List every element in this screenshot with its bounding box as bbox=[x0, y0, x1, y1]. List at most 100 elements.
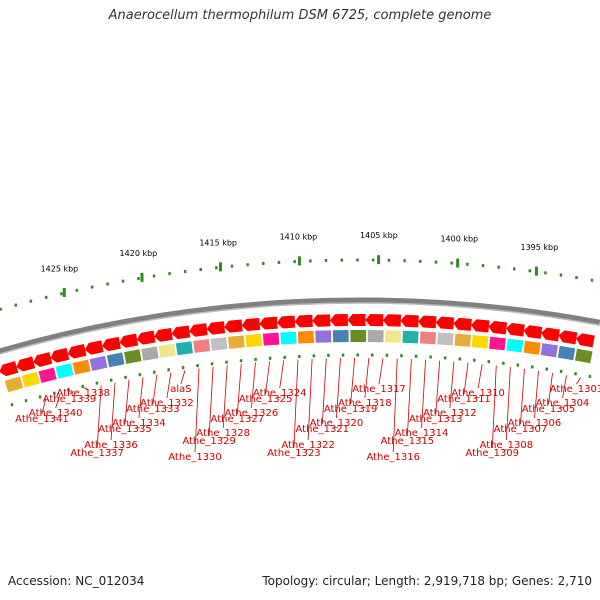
cog-block bbox=[38, 367, 57, 383]
gene-arrow bbox=[576, 333, 595, 348]
gene-label: Athe_1309 bbox=[466, 448, 520, 459]
gene-label: Athe_1327 bbox=[211, 414, 265, 425]
tick-dot bbox=[356, 258, 359, 262]
inner-tick bbox=[414, 354, 418, 358]
gene-label: Athe_1332 bbox=[140, 398, 194, 409]
inner-tick bbox=[138, 373, 142, 377]
inner-tick bbox=[95, 381, 99, 385]
gene-label: Athe_1323 bbox=[267, 448, 321, 459]
inner-tick bbox=[181, 366, 185, 370]
gene-arrow bbox=[312, 314, 331, 327]
gene-arrow bbox=[259, 316, 278, 330]
cog-block bbox=[471, 335, 489, 349]
leader-line bbox=[69, 391, 74, 395]
gene-arrow bbox=[206, 321, 226, 335]
inner-tick bbox=[124, 375, 127, 379]
tick-dot bbox=[497, 265, 500, 269]
tick-dot bbox=[559, 273, 563, 277]
cog-block bbox=[523, 340, 541, 355]
tick-dot bbox=[60, 292, 63, 296]
gene-label: Athe_1328 bbox=[196, 428, 250, 439]
scale-label: 1395 kbp bbox=[520, 243, 558, 252]
leader-line bbox=[138, 377, 144, 419]
tick-dot bbox=[371, 258, 375, 262]
major-tick bbox=[377, 255, 381, 265]
inner-tick bbox=[81, 384, 84, 388]
gene-label: Athe_1308 bbox=[480, 440, 534, 451]
leader-line bbox=[364, 357, 370, 399]
cog-block bbox=[574, 348, 593, 364]
tick-dot bbox=[512, 267, 516, 271]
gene-arrow bbox=[471, 319, 490, 333]
tick-dot bbox=[450, 261, 453, 265]
gene-label: Athe_1325 bbox=[239, 394, 293, 405]
cog-block bbox=[297, 330, 314, 344]
gene-label: Athe_1306 bbox=[508, 418, 562, 429]
tick-dot bbox=[434, 260, 438, 264]
cog-block bbox=[210, 337, 228, 351]
inner-tick bbox=[210, 362, 214, 366]
tick-dot bbox=[528, 269, 532, 273]
gene-label: Athe_1334 bbox=[112, 418, 166, 429]
leader-line bbox=[392, 358, 398, 453]
gene-label: Athe_1312 bbox=[423, 408, 477, 419]
inner-tick bbox=[196, 364, 199, 368]
leader-line bbox=[321, 358, 327, 425]
tick-dot bbox=[199, 268, 202, 272]
cog-block bbox=[385, 330, 402, 343]
tick-dot bbox=[75, 288, 79, 292]
major-tick bbox=[62, 288, 66, 298]
leader-line bbox=[336, 358, 341, 419]
gene-arrow bbox=[154, 327, 173, 342]
gene-label: Athe_1336 bbox=[84, 440, 138, 451]
inner-tick bbox=[109, 378, 113, 382]
gene-label: Athe_1340 bbox=[29, 408, 83, 419]
inner-tick bbox=[283, 355, 286, 359]
inner-tick bbox=[371, 353, 374, 357]
gene-labels: Athe_1303Athe_1304Athe_1305Athe_1306Athe… bbox=[15, 357, 600, 463]
leader-line bbox=[265, 361, 270, 395]
gene-label: Athe_1341 bbox=[15, 414, 69, 425]
inner-tick bbox=[531, 365, 534, 369]
gene-label: Athe_1314 bbox=[395, 428, 449, 439]
inner-tick bbox=[327, 353, 330, 357]
cog-block bbox=[55, 363, 74, 379]
tick-dot bbox=[215, 266, 218, 270]
gene-arrow bbox=[365, 314, 384, 327]
inner-tick bbox=[429, 355, 432, 359]
tick-dot bbox=[575, 276, 578, 280]
inner-tick bbox=[67, 388, 70, 392]
cog-block bbox=[454, 333, 472, 347]
tick-dot bbox=[387, 258, 391, 262]
leader-line bbox=[477, 363, 483, 389]
cog-block bbox=[4, 376, 24, 393]
cog-block bbox=[506, 338, 524, 353]
gene-arrow bbox=[119, 333, 139, 348]
gene-arrow bbox=[382, 314, 402, 327]
cog-block bbox=[141, 346, 159, 361]
gene-label: Athe_1304 bbox=[536, 398, 590, 409]
cog-block bbox=[489, 336, 506, 351]
gene-arrow bbox=[50, 347, 70, 363]
leader-line bbox=[251, 362, 256, 409]
cog-block bbox=[437, 332, 454, 346]
cog-block bbox=[227, 335, 245, 349]
cog-block bbox=[315, 330, 332, 343]
leader-line bbox=[41, 398, 47, 415]
gene-arrow bbox=[33, 352, 53, 367]
inner-tick bbox=[458, 357, 461, 361]
tick-dot bbox=[152, 274, 156, 278]
gene-label: Athe_1322 bbox=[281, 440, 335, 451]
gene-arrow bbox=[241, 317, 261, 331]
gene-label: Athe_1316 bbox=[366, 452, 420, 463]
inner-tick bbox=[10, 403, 14, 407]
scale-label: 1400 kbp bbox=[440, 235, 478, 244]
cog-block bbox=[540, 343, 558, 358]
inner-tick bbox=[443, 356, 447, 360]
leader-line bbox=[421, 359, 426, 429]
tick-dot bbox=[121, 279, 125, 283]
gene-label: Athe_1335 bbox=[98, 424, 152, 435]
topology-text: Topology: circular; Length: 2,919,718 bp… bbox=[262, 574, 592, 588]
leader-line bbox=[236, 363, 242, 415]
